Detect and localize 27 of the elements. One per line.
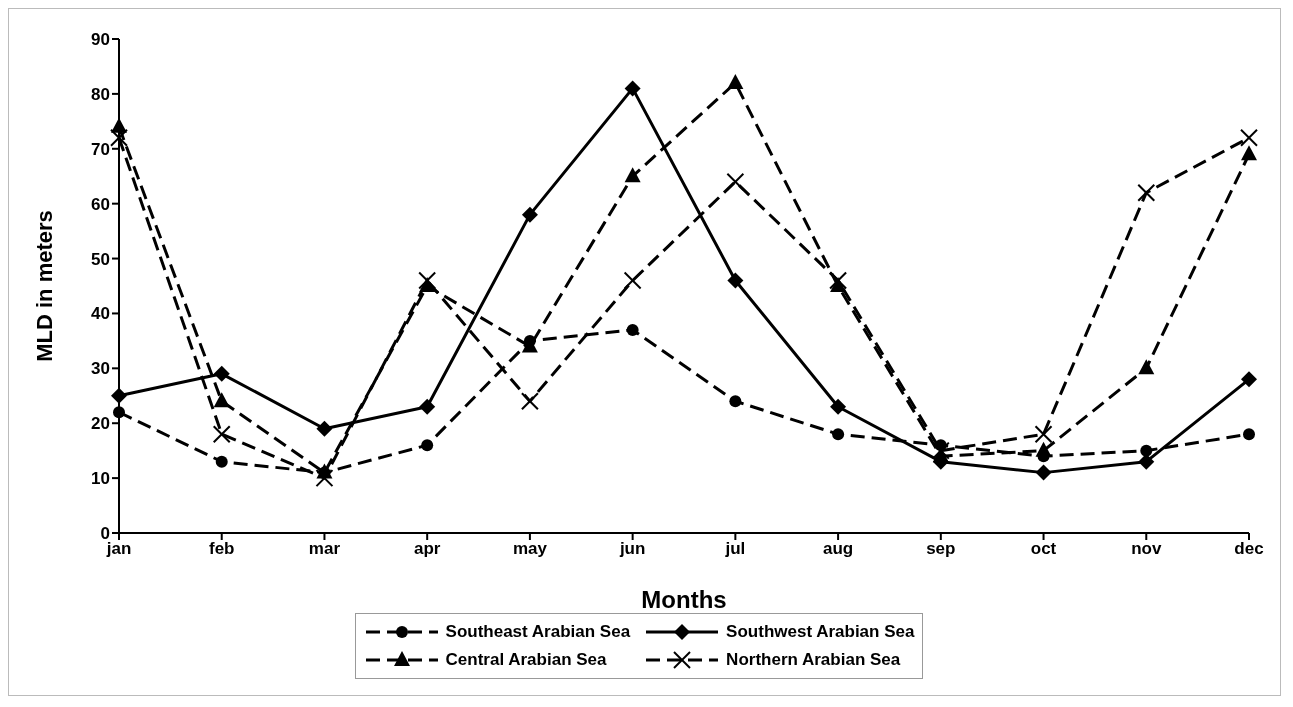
y-tick-label: 30 (91, 359, 110, 379)
x-tick-label: jul (724, 539, 746, 559)
legend-label: Northern Arabian Sea (726, 650, 901, 670)
x-tick-label: feb (208, 539, 235, 559)
y-tick-label: 70 (91, 139, 110, 159)
y-tick-label: 80 (91, 84, 110, 104)
x-tick-label: mar (308, 539, 341, 559)
y-tick-label: 60 (91, 194, 110, 214)
x-tick-label: dec (1234, 539, 1264, 559)
x-tick-label: nov (1131, 539, 1162, 559)
x-tick-label: sep (926, 539, 956, 559)
y-tick-label: 50 (91, 249, 110, 269)
y-tick-label: 10 (91, 469, 110, 489)
legend-label: Southeast Arabian Sea (445, 622, 631, 642)
y-axis-title: MLD in meters (31, 210, 57, 362)
x-tick-label: jan (105, 539, 132, 559)
x-tick-label: aug (822, 539, 854, 559)
y-tick-label: 90 (91, 30, 110, 50)
legend-label: Central Arabian Sea (445, 650, 607, 670)
x-tick-label: jun (618, 539, 646, 559)
x-tick-label: may (512, 539, 548, 559)
x-axis-title: Months (641, 586, 727, 613)
x-tick-label: apr (413, 539, 441, 559)
y-tick-label: 40 (91, 304, 110, 324)
y-tick-label: 20 (91, 414, 110, 434)
legend-label: Southwest Arabian Sea (726, 622, 915, 642)
x-tick-label: oct (1030, 539, 1057, 559)
